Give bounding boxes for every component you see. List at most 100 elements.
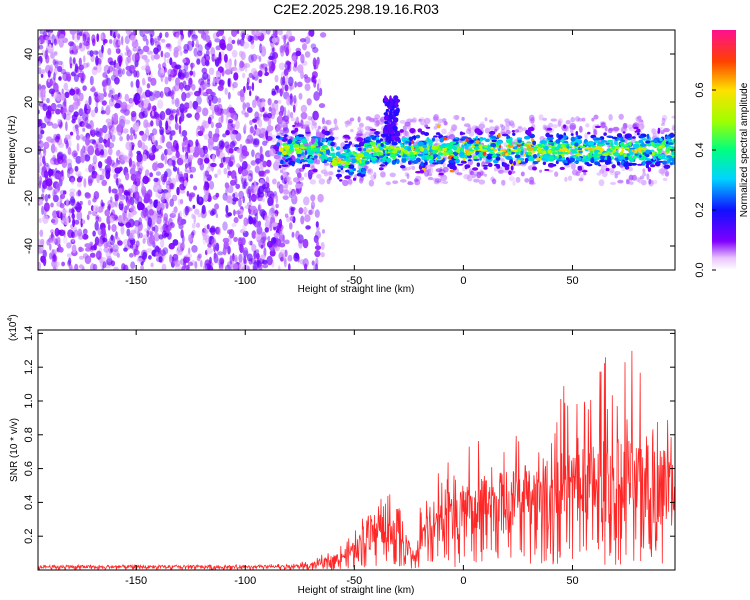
spectrogram-cell — [278, 165, 282, 169]
spectrogram-cell — [204, 181, 210, 191]
spectrogram-cell — [260, 45, 266, 52]
spectrogram-cell — [59, 33, 66, 42]
spectrogram-cell — [171, 109, 177, 114]
spectrogram-cell — [181, 91, 187, 102]
spectrogram-cell — [117, 92, 121, 98]
spectrogram-cell — [109, 39, 113, 44]
spectrogram-cell — [176, 157, 184, 166]
spectrogram-cell — [318, 103, 326, 109]
spectrogram-cell — [307, 170, 314, 175]
spectrogram-cell — [227, 170, 232, 176]
spectrogram-cell — [472, 155, 478, 160]
spectrogram-cell — [71, 114, 78, 121]
spectrogram-cell — [232, 193, 236, 198]
spectrogram-cell — [129, 167, 136, 176]
spectrogram-cell — [311, 120, 315, 131]
spectrogram-cell — [275, 203, 279, 209]
spectrogram-cell — [294, 117, 299, 124]
spectrogram-cell — [232, 197, 239, 202]
spectrogram-cell — [70, 178, 75, 185]
spectrogram-cell — [255, 192, 261, 199]
spectrogram-cell — [244, 259, 248, 264]
spectrogram-cell — [237, 208, 244, 216]
spectrogram-cell — [119, 115, 126, 124]
spectrogram-cell — [255, 231, 262, 241]
spectrogram-cell — [204, 34, 211, 43]
spectrogram-cell — [148, 234, 155, 245]
spectrogram-cell — [197, 125, 201, 130]
spectrogram-cell — [241, 168, 248, 177]
spectrogram-cell — [385, 181, 391, 186]
spectrogram-cell — [301, 124, 307, 130]
spectrogram-cell — [109, 248, 113, 253]
spectrogram-cell — [399, 179, 407, 183]
spectrogram-cell — [166, 58, 170, 64]
spectrogram-cell — [83, 55, 86, 63]
spectrogram-cell — [404, 132, 410, 137]
spectrogram-cell — [163, 54, 167, 64]
spectrogram-cell — [514, 129, 520, 133]
spectrogram-cell — [114, 167, 122, 174]
spectrogram-cell — [278, 242, 286, 248]
spectrogram-cell — [594, 161, 601, 166]
spectrogram-cell — [45, 30, 50, 33]
spectrogram-cell — [240, 30, 246, 39]
spectrogram-cell — [612, 127, 619, 133]
spectrogram-cell — [164, 220, 169, 229]
spectrogram-cell — [241, 177, 244, 185]
spectrogram-cell — [254, 165, 260, 174]
spectrogram-cell — [40, 84, 46, 91]
spectrogram-cell — [310, 205, 315, 215]
spectrogram-cell — [442, 180, 449, 185]
spectrogram-cell — [147, 217, 152, 227]
spectrogram-cell — [41, 69, 46, 74]
spectrogram-cell — [57, 118, 61, 125]
spectrogram-cell — [92, 230, 96, 237]
spectrogram-cell — [93, 66, 98, 71]
spectrogram-cell — [96, 33, 100, 42]
spectrogram-cell — [157, 162, 164, 169]
spectrogram-cell — [313, 264, 319, 270]
spectrogram-cell — [43, 34, 49, 41]
spectrogram-cell — [153, 225, 159, 233]
spectrogram-cell — [204, 157, 210, 164]
spectrogram-cell — [607, 139, 613, 143]
spectrogram-cell — [161, 152, 165, 161]
spectrogram-cell — [272, 47, 275, 53]
spectrogram-cell — [404, 167, 412, 171]
spectrogram-cell — [138, 232, 143, 239]
spectrogram-cell — [215, 45, 221, 51]
spectrogram-cell — [211, 109, 215, 116]
spectrogram-cell — [251, 217, 257, 225]
spectrogram-cell — [79, 42, 83, 49]
spectrogram-cell — [286, 216, 291, 223]
spectrogram-cell — [409, 119, 417, 123]
spectrogram-cell — [208, 180, 215, 190]
spectrogram-cell — [161, 134, 165, 143]
spectrogram-cell — [180, 229, 184, 239]
spectrogram-cell — [642, 168, 646, 173]
spectrogram-cell — [407, 180, 412, 185]
spectrogram-cell — [419, 118, 427, 126]
spectrogram-cell — [95, 250, 102, 260]
spectrogram-cell — [213, 252, 217, 259]
spectrogram-cell — [77, 228, 83, 237]
spectrogram-cell — [58, 244, 61, 251]
spectrogram-cell — [232, 81, 238, 89]
spectrogram-cell — [622, 131, 626, 134]
spectrogram-cell — [114, 194, 119, 202]
spectrogram-cell — [665, 136, 671, 139]
spectrogram-cell — [126, 205, 129, 210]
spectrogram-cell — [252, 99, 257, 108]
spectrogram-cell — [297, 255, 300, 263]
spectrogram-cell — [283, 134, 288, 138]
spectrogram-cell — [448, 159, 455, 164]
spectrogram-cell — [251, 30, 256, 36]
spectrogram-cell — [157, 99, 164, 109]
spectrogram-cell — [289, 222, 293, 230]
spectrogram-cell — [141, 133, 148, 142]
spectrogram-cell — [47, 30, 51, 38]
spectrogram-cell — [315, 159, 321, 165]
spectrogram-cell — [175, 174, 180, 183]
spectrogram-cell — [158, 194, 165, 200]
